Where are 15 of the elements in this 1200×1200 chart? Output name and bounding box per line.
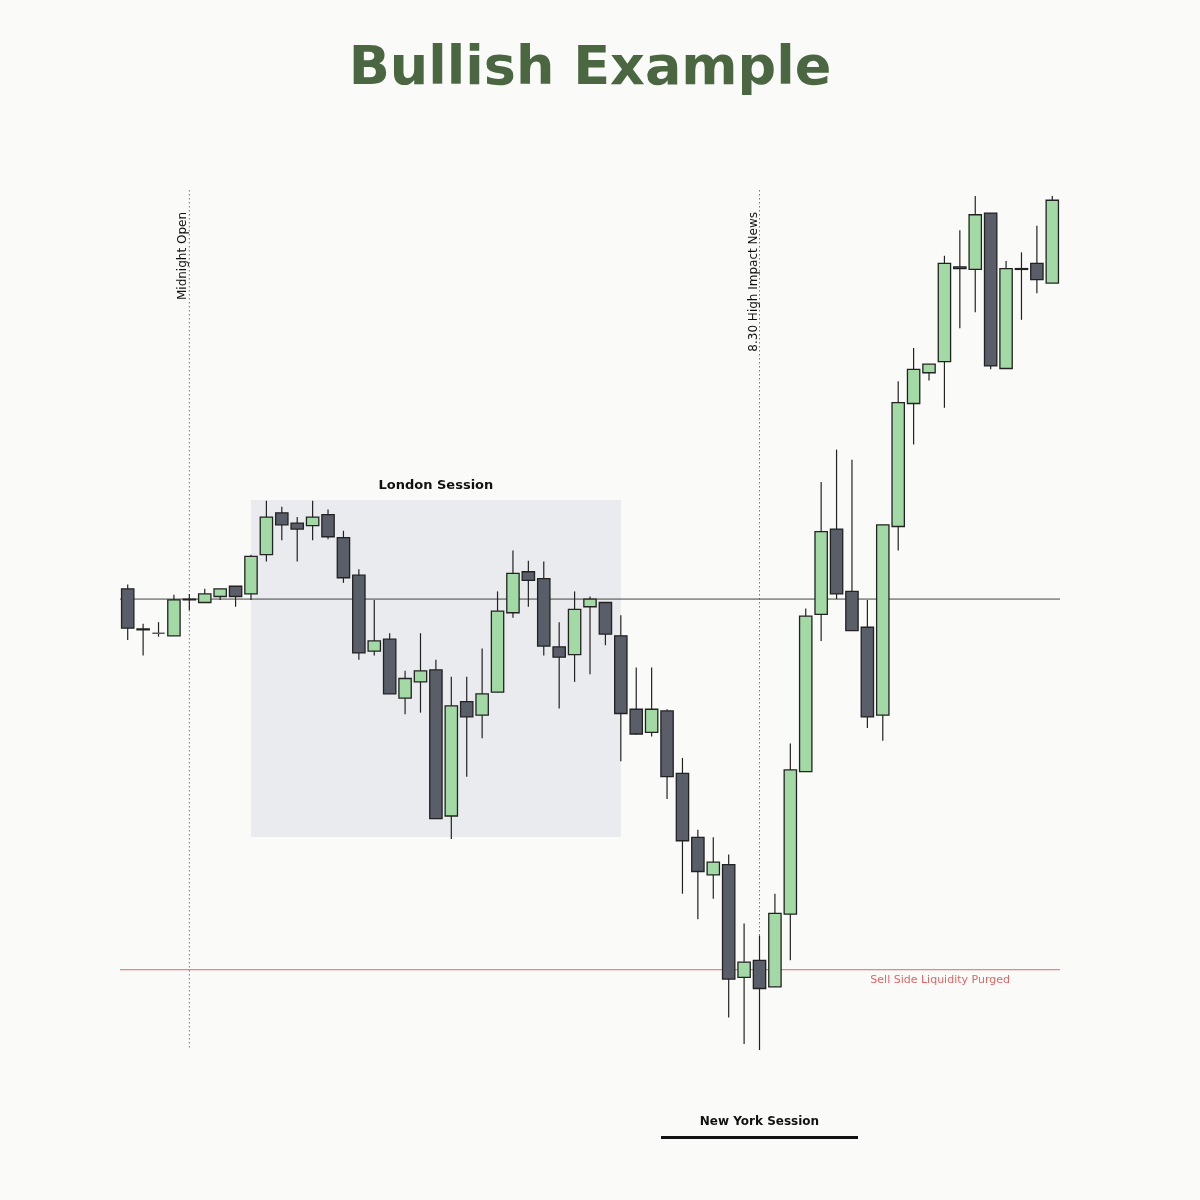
annotation: Midnight Open (175, 212, 190, 301)
text: New York Session (698, 1114, 821, 1128)
candlestick (228, 585, 243, 608)
candlestick (1014, 251, 1029, 321)
candlestick (305, 500, 320, 541)
candlestick (398, 670, 412, 715)
candlestick (321, 508, 335, 540)
ref-line-label: Sell Side Liquidity Purged (870, 972, 1010, 986)
annotation: 8.30 High Impact News (745, 212, 760, 352)
candlestick (644, 666, 659, 738)
annotation: London Session (378, 477, 494, 492)
candlestick (521, 560, 536, 608)
candlestick (413, 632, 428, 714)
chart-title: Bullish Example (348, 33, 832, 97)
candlestick (583, 595, 597, 675)
